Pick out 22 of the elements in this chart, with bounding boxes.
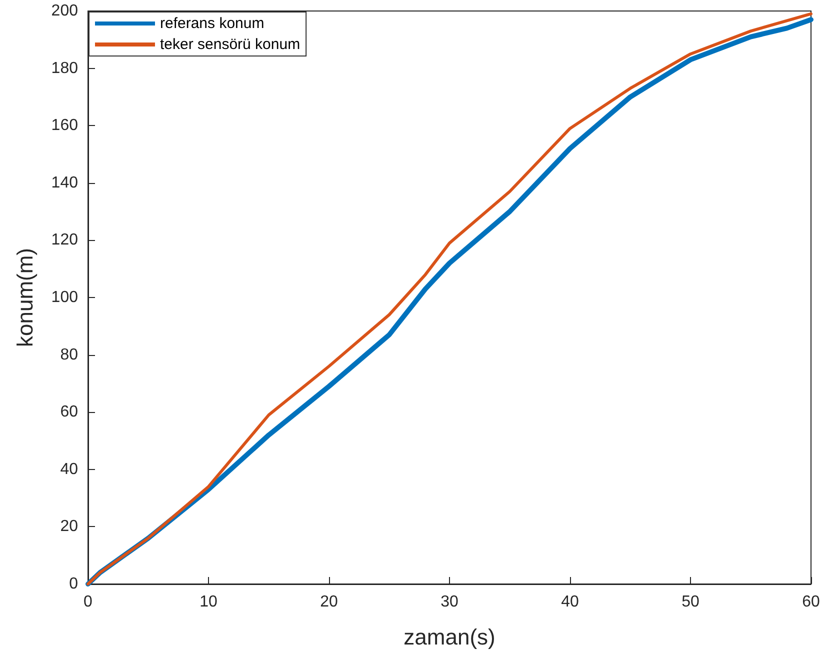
x-tick-label: 30 [440,594,458,610]
legend-label: teker sensörü konum [160,36,300,53]
y-tick-label: 40 [60,460,78,478]
x-tick-label: 50 [682,594,700,610]
y-tick-label: 140 [51,174,78,192]
y-tick-label: 20 [60,518,78,536]
y-tick-label: 120 [51,232,78,249]
x-tick-label: 20 [320,594,338,610]
y-tick-label: 60 [60,404,78,421]
y-tick-label: 200 [51,2,78,20]
legend-label: referans konum [160,15,264,32]
y-tick-label: 180 [51,60,78,77]
x-axis-title: zaman(s) [404,624,496,650]
x-tick-label: 10 [200,594,218,610]
x-tick-label: 40 [561,594,579,610]
y-tick-label: 160 [51,117,78,134]
x-tick-label: 0 [84,594,93,610]
y-tick-label: 0 [69,576,78,592]
y-axis-title: konum(m) [12,248,38,348]
y-tick-label: 80 [60,346,78,364]
y-tick-label: 100 [51,289,78,306]
x-tick-label: 60 [802,594,820,610]
